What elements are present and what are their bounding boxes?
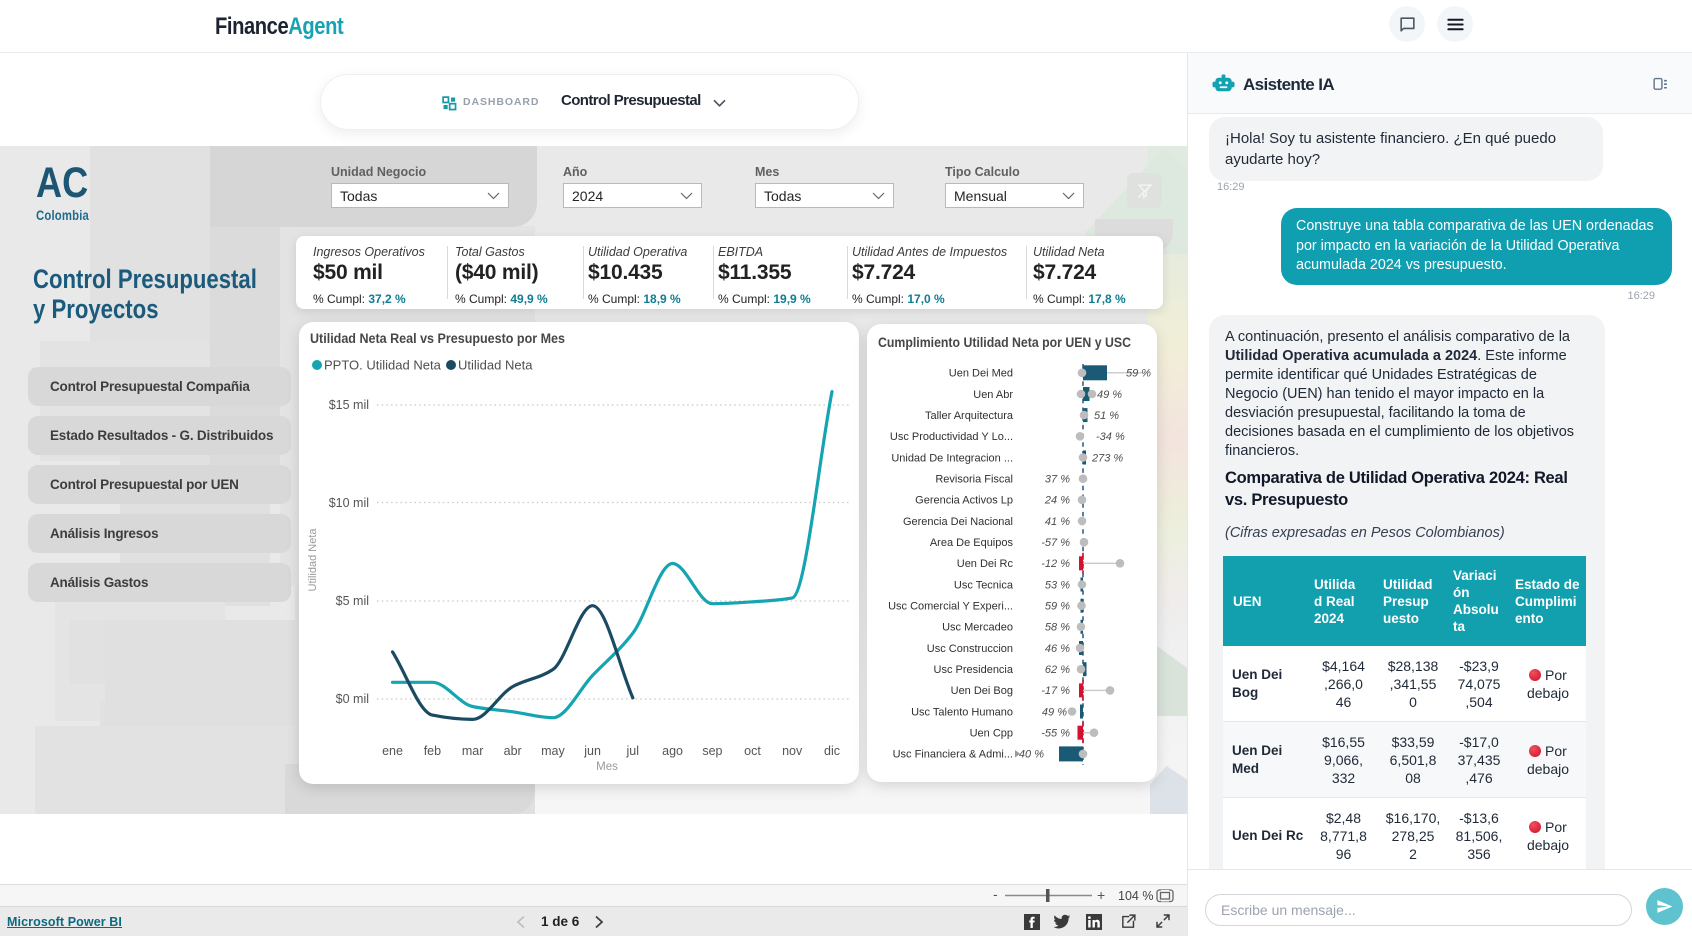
svg-text:Area De Equipos: Area De Equipos [930, 537, 1014, 549]
svg-text:ago: ago [662, 744, 683, 758]
svg-text:$5 mil: $5 mil [336, 594, 369, 608]
svg-text:Usc Talento Humano: Usc Talento Humano [911, 706, 1013, 718]
svg-text:51 %: 51 % [1094, 410, 1119, 422]
svg-text:24 %: 24 % [1044, 495, 1070, 507]
svg-text:Uen Dei Bog: Uen Dei Bog [951, 685, 1013, 697]
svg-text:Revisoria Fiscal: Revisoria Fiscal [935, 474, 1013, 486]
svg-text:58 %: 58 % [1045, 622, 1070, 634]
svg-text:-34 %: -34 % [1096, 431, 1125, 443]
svg-text:-: - [993, 886, 998, 902]
svg-text:Uen Dei Med: Uen Dei Med [949, 368, 1013, 380]
svg-text:$10 mil: $10 mil [329, 496, 369, 510]
svg-text:59 %: 59 % [1126, 368, 1151, 380]
svg-text:Utilidad Neta Real vs Presupue: Utilidad Neta Real vs Presupuesto por Me… [310, 331, 565, 346]
svg-text:Uen Cpp: Uen Cpp [970, 728, 1013, 740]
svg-text:Uen Dei Rc: Uen Dei Rc [957, 558, 1014, 570]
svg-text:Taller Arquitectura: Taller Arquitectura [925, 410, 1014, 422]
svg-text:Gerencia Activos Lp: Gerencia Activos Lp [915, 495, 1013, 507]
svg-text:feb: feb [424, 744, 441, 758]
svg-text:PPTO. Utilidad Neta: PPTO. Utilidad Neta [324, 358, 442, 373]
svg-text:Usc Tecnica: Usc Tecnica [954, 579, 1014, 591]
svg-text:sep: sep [702, 744, 722, 758]
svg-text:abr: abr [504, 744, 522, 758]
svg-text:Usc Comercial Y Experi...: Usc Comercial Y Experi... [888, 601, 1013, 613]
svg-text:46 %: 46 % [1045, 643, 1070, 655]
svg-text:Unidad De Integracion ...: Unidad De Integracion ... [891, 452, 1013, 464]
svg-text:49 %: 49 % [1097, 389, 1122, 401]
svg-text:-55 %: -55 % [1041, 728, 1070, 740]
svg-text:Mes: Mes [596, 761, 618, 773]
svg-text:104 %: 104 % [1118, 889, 1153, 903]
svg-text:37 %: 37 % [1045, 474, 1070, 486]
svg-text:Usc Presidencia: Usc Presidencia [934, 664, 1014, 676]
svg-text:Uen Abr: Uen Abr [973, 389, 1013, 401]
svg-text:may: may [541, 744, 565, 758]
svg-text:62 %: 62 % [1045, 664, 1070, 676]
svg-text:ene: ene [382, 744, 403, 758]
svg-text:-57 %: -57 % [1041, 537, 1070, 549]
svg-text:jun: jun [583, 744, 601, 758]
svg-text:41 %: 41 % [1045, 516, 1070, 528]
svg-text:Cumplimiento Utilidad Neta por: Cumplimiento Utilidad Neta por UEN y USC [878, 335, 1131, 350]
svg-text:Usc Mercadeo: Usc Mercadeo [942, 622, 1013, 634]
svg-text:59 %: 59 % [1045, 601, 1070, 613]
svg-text:273 %: 273 % [1091, 452, 1123, 464]
svg-text:mar: mar [462, 744, 484, 758]
svg-text:Utilidad Neta: Utilidad Neta [307, 528, 319, 592]
svg-text:oct: oct [744, 744, 761, 758]
svg-text:53 %: 53 % [1045, 579, 1070, 591]
svg-text:49 %: 49 % [1042, 706, 1067, 718]
svg-text:Usc Construccion: Usc Construccion [927, 643, 1013, 655]
svg-text:-12 %: -12 % [1041, 558, 1070, 570]
svg-text:$0 mil: $0 mil [336, 692, 369, 706]
svg-text:nov: nov [782, 744, 803, 758]
svg-text:-17 %: -17 % [1041, 685, 1070, 697]
svg-text:dic: dic [824, 744, 840, 758]
svg-text:jul: jul [626, 744, 640, 758]
svg-text:+: + [1097, 887, 1105, 903]
svg-text:Usc Financiera & Admi...: Usc Financiera & Admi... [893, 749, 1013, 761]
svg-text:40 %: 40 % [1019, 749, 1044, 761]
svg-text:Usc Productividad Y Lo...: Usc Productividad Y Lo... [890, 431, 1013, 443]
svg-text:Gerencia Dei Nacional: Gerencia Dei Nacional [903, 516, 1013, 528]
svg-text:$15 mil: $15 mil [329, 398, 369, 412]
svg-text:Utilidad Neta: Utilidad Neta [458, 358, 533, 373]
